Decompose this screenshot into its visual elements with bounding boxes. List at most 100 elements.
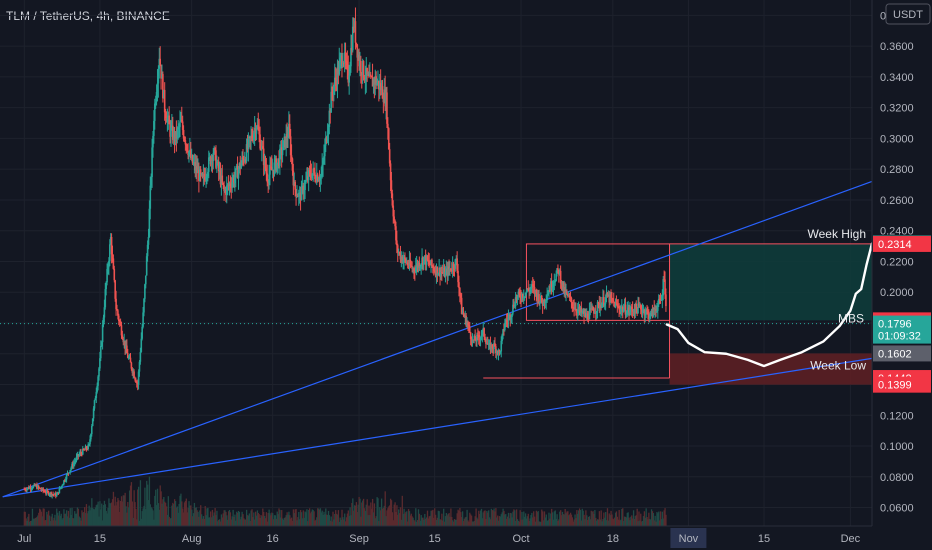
volume-bar (257, 512, 259, 526)
candle-body (169, 124, 171, 137)
volume-bar (260, 514, 262, 526)
volume-bar (118, 500, 120, 526)
volume-bar (473, 520, 475, 526)
volume-bar (329, 520, 331, 526)
volume-bar (184, 500, 187, 526)
candle-body (316, 174, 319, 182)
volume-bar (206, 508, 208, 526)
volume-bar (464, 517, 466, 526)
volume-bar (628, 517, 630, 526)
volume-bar (73, 518, 75, 526)
candle-body (619, 309, 621, 312)
candle-body (441, 272, 444, 274)
candle-body (412, 268, 414, 270)
volume-bar (135, 508, 137, 526)
candle-body (151, 147, 153, 178)
volume-bar (318, 509, 321, 526)
volume-bar (547, 520, 549, 526)
candle-body (582, 311, 584, 313)
volume-bar (351, 502, 353, 526)
volume-bar (418, 513, 421, 526)
volume-bar (574, 514, 576, 526)
x-tick-label: 16 (267, 533, 279, 545)
candle-body (107, 267, 109, 270)
candle-body (476, 334, 478, 342)
candle-body (67, 472, 70, 474)
candle-body (468, 325, 470, 327)
volume-bar (119, 500, 122, 526)
volume-bar (110, 502, 113, 526)
volume-bar (324, 514, 326, 526)
volume-bar (426, 510, 429, 526)
volume-bar (425, 517, 428, 526)
volume-bar (440, 520, 442, 526)
candle-body (457, 270, 459, 283)
candle-body (178, 127, 180, 129)
candle-body (224, 189, 226, 192)
candle-body (251, 135, 253, 139)
candle-body (273, 162, 276, 175)
volume-bar (241, 511, 243, 526)
candle-body (288, 123, 290, 138)
volume-bar (232, 509, 234, 526)
candle-body (389, 163, 392, 181)
candle-body (331, 91, 333, 93)
candle-body (491, 344, 494, 349)
volume-bar (357, 504, 359, 526)
candle-body (85, 446, 88, 449)
candle-body (390, 180, 393, 194)
candle-body (428, 260, 431, 264)
volume-bar (492, 510, 494, 526)
candle-body (307, 170, 310, 181)
candle-body (385, 92, 387, 107)
volume-bar (342, 517, 344, 526)
volume-bar (382, 507, 385, 526)
volume-bar (470, 515, 473, 526)
candle-body (537, 294, 539, 301)
volume-bar (441, 513, 443, 526)
volume-bar (614, 512, 617, 526)
candle-body (204, 176, 206, 180)
volume-bar (281, 518, 284, 526)
volume-bar (380, 498, 383, 526)
volume-bar (290, 518, 292, 526)
volume-bar (138, 520, 141, 526)
candle-body (269, 166, 271, 175)
volume-bar (515, 509, 518, 526)
candle-body (335, 79, 338, 86)
candle-body (117, 315, 120, 322)
volume-bar (408, 511, 411, 526)
candle-body (488, 343, 491, 345)
candle-body (196, 166, 198, 174)
volume-bar (487, 512, 489, 526)
volume-bar (190, 505, 192, 526)
candle-body (414, 267, 417, 272)
candle-body (597, 302, 600, 304)
candle-body (69, 469, 71, 473)
volume-bar (407, 509, 410, 526)
candle-body (37, 486, 40, 488)
candle-body (524, 292, 527, 297)
price-label-box (873, 376, 931, 393)
candle-body (245, 144, 248, 162)
candle-body (125, 345, 127, 350)
candle-body (661, 295, 664, 300)
candle-body (396, 240, 398, 246)
volume-bar (326, 514, 329, 526)
candle-body (115, 298, 117, 310)
volume-bar (428, 516, 430, 526)
volume-bar (159, 485, 161, 526)
volume-bar (626, 512, 628, 526)
volume-bar (515, 520, 517, 526)
candle-body (379, 83, 382, 91)
volume-bar (386, 510, 388, 526)
volume-bar (344, 513, 346, 526)
candle-body (184, 140, 187, 145)
volume-bar (450, 508, 452, 526)
candle-body (451, 263, 454, 271)
volume-bar (57, 515, 60, 526)
volume-bar (584, 519, 586, 526)
candle-body (300, 185, 303, 201)
volume-bar (105, 510, 107, 526)
